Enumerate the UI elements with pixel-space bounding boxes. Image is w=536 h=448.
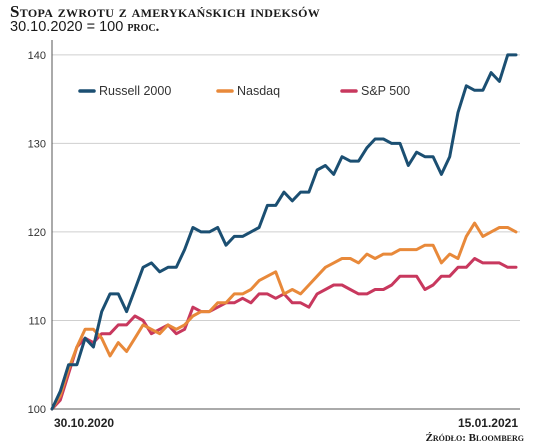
y-tick-label: 140 <box>28 50 46 62</box>
legend-label: S&P 500 <box>361 84 410 98</box>
series-line-nasdaq <box>50 221 518 411</box>
x-tick-label-start: 30.10.2020 <box>54 416 114 430</box>
y-tick-label: 100 <box>28 404 46 416</box>
series-line-russell-2000 <box>50 53 518 411</box>
y-tick-label: 120 <box>28 227 46 239</box>
legend-label: Nasdaq <box>237 84 280 98</box>
y-tick-label: 130 <box>28 138 46 150</box>
subtitle-baseline: 30.10.2020 = 100 <box>10 19 124 35</box>
chart-subtitle: 30.10.2020 = 100 proc. <box>10 19 159 36</box>
series-line-s-p-500 <box>50 257 518 411</box>
subtitle-unit: proc. <box>127 19 160 35</box>
chart-title: Stopa zwrotu z amerykańskich indeksów <box>10 2 321 21</box>
y-tick-label: 110 <box>28 315 46 327</box>
source-note: Źródło: Bloomberg <box>425 432 524 444</box>
legend-label: Russell 2000 <box>99 84 171 98</box>
x-tick-label-end: 15.01.2021 <box>458 416 518 430</box>
